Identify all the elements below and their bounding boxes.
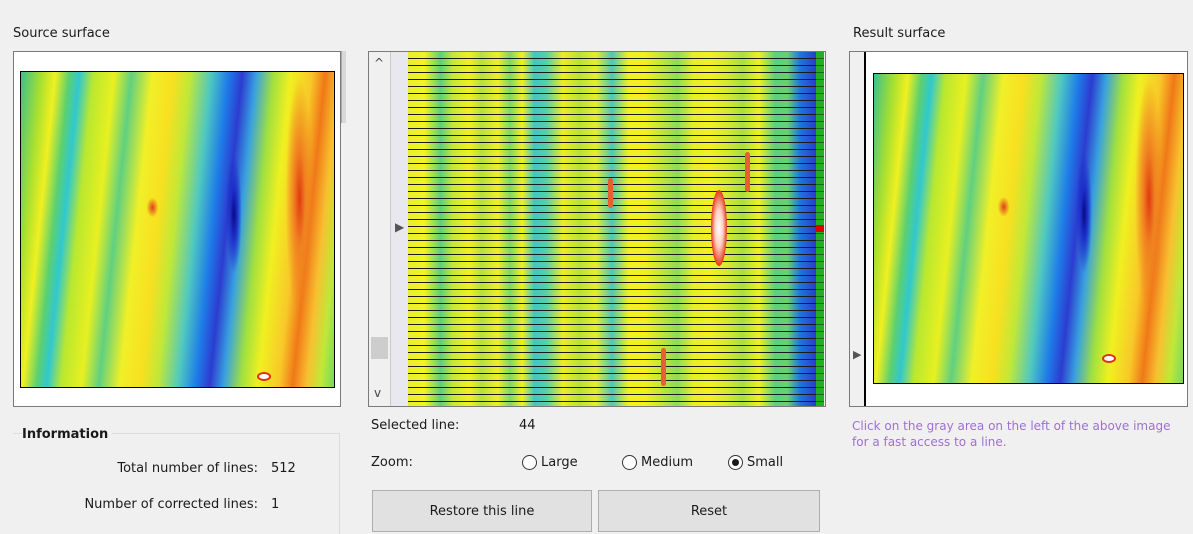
- corrected-lines-label: Number of corrected lines:: [84, 497, 258, 512]
- line-editor-image[interactable]: [408, 52, 816, 406]
- line-editor-scrollbar[interactable]: ^ v: [369, 52, 390, 406]
- zoom-label: Zoom:: [371, 455, 413, 470]
- zoom-medium-radio[interactable]: [622, 455, 637, 470]
- zoom-medium-label: Medium: [641, 455, 693, 470]
- line-status-column: [816, 52, 824, 406]
- selected-line-label: Selected line:: [371, 418, 460, 433]
- total-lines-label: Total number of lines:: [117, 461, 258, 476]
- source-surface-title: Source surface: [13, 26, 110, 41]
- zoom-small-option[interactable]: Small: [728, 455, 783, 470]
- result-surface-panel: ▶: [849, 51, 1188, 407]
- information-title: Information: [22, 427, 113, 442]
- result-spot: [1102, 354, 1116, 363]
- result-line-marker-icon: ▶: [853, 348, 862, 361]
- restore-line-button[interactable]: Restore this line: [372, 490, 592, 532]
- editor-spot-highlight: [711, 190, 727, 266]
- editor-spot-1: [608, 178, 613, 208]
- scroll-down-icon[interactable]: v: [374, 386, 382, 400]
- editor-spot-2: [745, 152, 750, 192]
- scroll-thumb[interactable]: [371, 337, 388, 359]
- zoom-small-radio[interactable]: [728, 455, 743, 470]
- line-selector-gutter[interactable]: ▶: [390, 52, 408, 406]
- selected-line-value: 44: [519, 418, 536, 433]
- source-surface-panel: [13, 51, 341, 407]
- information-group: [13, 433, 340, 534]
- editor-spot-3: [661, 348, 666, 386]
- zoom-small-label: Small: [747, 455, 784, 470]
- scroll-up-icon[interactable]: ^: [374, 56, 385, 70]
- zoom-medium-option[interactable]: Medium: [622, 455, 693, 470]
- selected-line-marker-icon: ▶: [395, 220, 405, 234]
- corrected-lines-value: 1: [271, 497, 280, 512]
- source-spot: [257, 372, 271, 381]
- line-editor-panel: ^ v ▶: [368, 51, 826, 407]
- reset-button[interactable]: Reset: [598, 490, 820, 532]
- source-surface-image: [20, 71, 335, 388]
- zoom-large-label: Large: [541, 455, 578, 470]
- total-lines-value: 512: [271, 461, 296, 476]
- source-splitter[interactable]: [341, 51, 346, 123]
- result-surface-title: Result surface: [853, 26, 946, 41]
- result-line-gutter[interactable]: ▶: [850, 52, 866, 406]
- zoom-large-radio[interactable]: [522, 455, 537, 470]
- corrected-line-indicator: [816, 225, 824, 232]
- zoom-large-option[interactable]: Large: [522, 455, 578, 470]
- result-surface-image: [873, 73, 1184, 384]
- result-hint-text: Click on the gray area on the left of th…: [852, 419, 1171, 449]
